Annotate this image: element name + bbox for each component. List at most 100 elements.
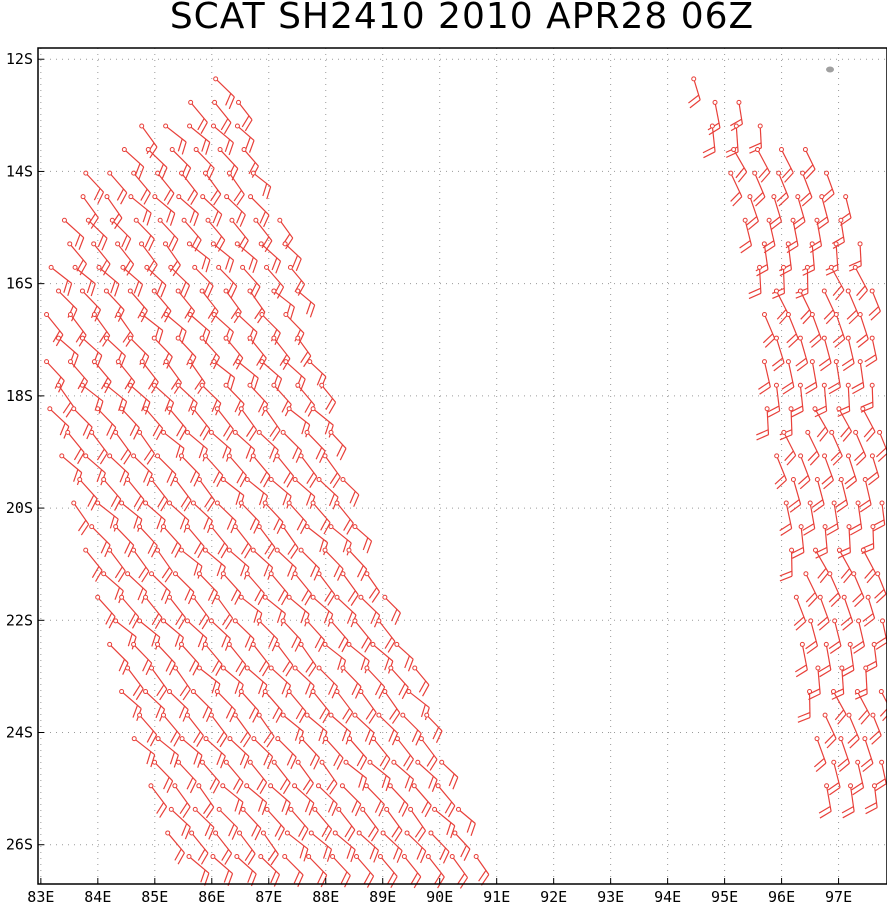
wind-barb [282,241,302,272]
wind-barb [452,830,471,861]
wind-barb [364,571,381,603]
wind-barb [72,264,96,297]
wind-barb [280,618,302,652]
wind-barb [788,476,802,513]
wind-barb [347,736,368,771]
wind-barb [435,783,456,818]
wind-barb [166,689,189,722]
lon-tick-label: 95E [711,888,738,906]
wind-barb [298,641,317,677]
wind-barb [95,594,116,629]
wind-barb [752,170,766,207]
wind-barb [755,241,769,277]
wind-barb [178,641,200,676]
wind-barb [449,854,469,889]
lon-tick-label: 96E [768,888,795,906]
lon-tick-label: 91E [483,888,510,906]
wind-barb [184,712,204,748]
wind-barb [226,641,247,677]
wind-barb [237,830,256,866]
wind-barb [473,854,490,886]
wind-barb [188,99,208,134]
wind-barb [184,524,205,559]
wind-barb [769,194,783,230]
wind-barb [340,665,362,699]
wind-barb [67,312,87,347]
wind-barb [323,736,344,770]
wind-barb [256,429,279,463]
wind-barb [328,429,347,461]
wind-barb [304,618,326,653]
wind-barb [298,453,318,488]
lat-tick-label: 12S [6,50,33,68]
wind-barb [271,335,291,370]
wind-barb [189,830,209,865]
wind-barb [163,123,187,155]
wind-barb [851,571,865,608]
wind-barb [874,618,887,650]
wind-barb [256,524,276,559]
wind-barb [259,312,281,345]
wind-barb [774,453,787,490]
wind-barb [822,712,837,749]
wind-barb [845,288,859,325]
wind-barb [260,830,279,866]
wind-barb [781,359,795,395]
wind-barb [837,736,850,773]
wind-barb [187,359,206,395]
wind-barb [244,783,268,815]
wind-barb [377,854,398,889]
wind-barb [107,547,126,583]
wind-barb [248,194,270,228]
wind-barb [869,712,882,745]
wind-barb [800,170,813,207]
wind-barb [304,429,326,464]
wind-barb [280,429,303,463]
wind-barb [144,264,167,298]
wind-barb [155,641,176,676]
wind-barb [841,641,855,677]
wind-barb [77,476,98,511]
wind-barb [277,217,294,250]
wind-barb [137,524,158,558]
wind-barb [274,641,294,677]
wind-barb [283,312,305,346]
wind-barb [250,641,270,677]
wind-barb [731,147,748,183]
wind-barb [213,76,235,110]
island-marker [826,66,835,73]
wind-barb [241,147,259,178]
wind-barb [812,406,829,442]
wind-barb [202,641,223,676]
wind-barb [821,453,835,490]
wind-barb [415,759,438,792]
wind-barb [846,712,860,749]
wind-barb [755,147,771,183]
wind-barb [89,429,108,465]
wind-barb [119,594,140,629]
wind-barb [217,147,239,181]
wind-barb [212,99,232,135]
wind-barb [849,500,863,536]
wind-barb [802,241,816,276]
wind-barb [275,736,297,770]
wind-barb [332,830,356,863]
wind-barb [791,524,805,559]
wind-barb [232,618,255,652]
wind-barb [120,264,144,297]
wind-barb [247,759,268,794]
wind-barb [223,335,244,370]
wind-barb [256,712,275,748]
wind-barb [864,783,878,815]
wind-barb [131,736,156,768]
wind-barb [797,689,813,723]
wind-barb [822,170,835,203]
wind-barb [101,571,124,604]
wind-barb [181,217,202,252]
wind-barb [103,382,128,415]
wind-barb [152,194,176,226]
wind-barb [391,759,415,792]
wind-barb [151,335,173,369]
wind-barb [208,618,231,651]
